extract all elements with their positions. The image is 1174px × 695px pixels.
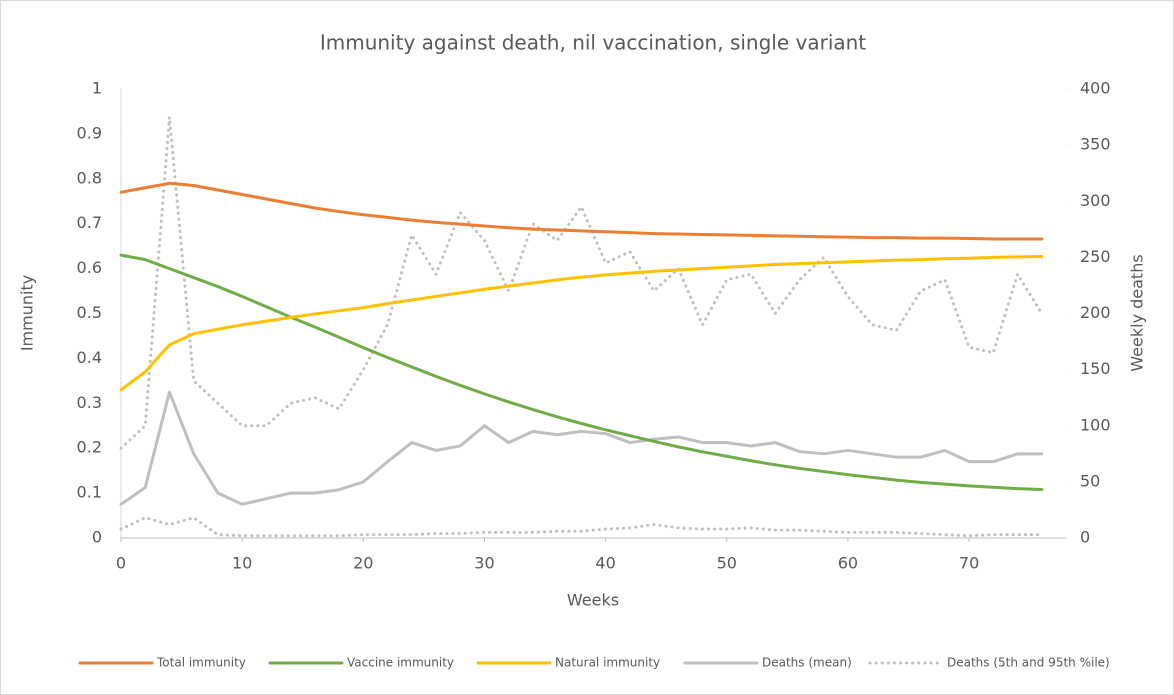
y2-tick-label: 350 xyxy=(1080,135,1111,154)
series-line xyxy=(119,115,1044,450)
y-tick-label: 0.4 xyxy=(77,348,102,367)
series-line xyxy=(119,181,1044,241)
legend-label: Total immunity xyxy=(156,656,246,670)
legend-label: Deaths (5th and 95th %ile) xyxy=(947,656,1110,670)
x-tick-label: 40 xyxy=(595,554,615,573)
y-tick-label: 0.6 xyxy=(77,258,102,277)
x-tick-label: 10 xyxy=(232,554,252,573)
y-tick-label: 0.9 xyxy=(77,123,102,142)
series-line xyxy=(119,253,1044,492)
y2-tick-label: 250 xyxy=(1080,247,1111,266)
x-tick-label: 0 xyxy=(116,554,126,573)
legend-label: Vaccine immunity xyxy=(347,656,454,670)
x-tick-label: 20 xyxy=(353,554,373,573)
y2-tick-label: 0 xyxy=(1080,528,1090,547)
y-tick-label: 0.1 xyxy=(77,483,102,502)
y2-tick-label: 50 xyxy=(1080,471,1100,490)
x-tick-label: 60 xyxy=(838,554,858,573)
series-line xyxy=(119,254,1044,392)
y2-tick-label: 150 xyxy=(1080,359,1111,378)
x-tick-label: 70 xyxy=(959,554,979,573)
y-tick-label: 0.5 xyxy=(77,303,102,322)
x-axis-title: Weeks xyxy=(567,591,619,610)
y-axis-title: Immunity xyxy=(18,275,37,351)
y2-tick-label: 200 xyxy=(1080,303,1111,322)
y2-tick-label: 300 xyxy=(1080,191,1111,210)
y2-tick-label: 400 xyxy=(1080,79,1111,98)
series-line xyxy=(119,516,1044,538)
y-tick-label: 0.8 xyxy=(77,168,102,187)
y-tick-label: 0.3 xyxy=(77,393,102,412)
y-tick-label: 0.2 xyxy=(77,438,102,457)
chart-title: Immunity against death, nil vaccination,… xyxy=(320,31,866,55)
y2-tick-label: 100 xyxy=(1080,415,1111,434)
legend-label: Natural immunity xyxy=(555,656,660,670)
x-tick-label: 50 xyxy=(717,554,737,573)
y-tick-label: 1 xyxy=(92,79,102,98)
y-tick-label: 0 xyxy=(92,528,102,547)
series-line xyxy=(119,390,1044,506)
y2-axis-title: Weekly deaths xyxy=(1128,254,1147,371)
x-tick-label: 30 xyxy=(474,554,494,573)
legend-label: Deaths (mean) xyxy=(762,656,852,670)
y-tick-label: 0.7 xyxy=(77,213,102,232)
